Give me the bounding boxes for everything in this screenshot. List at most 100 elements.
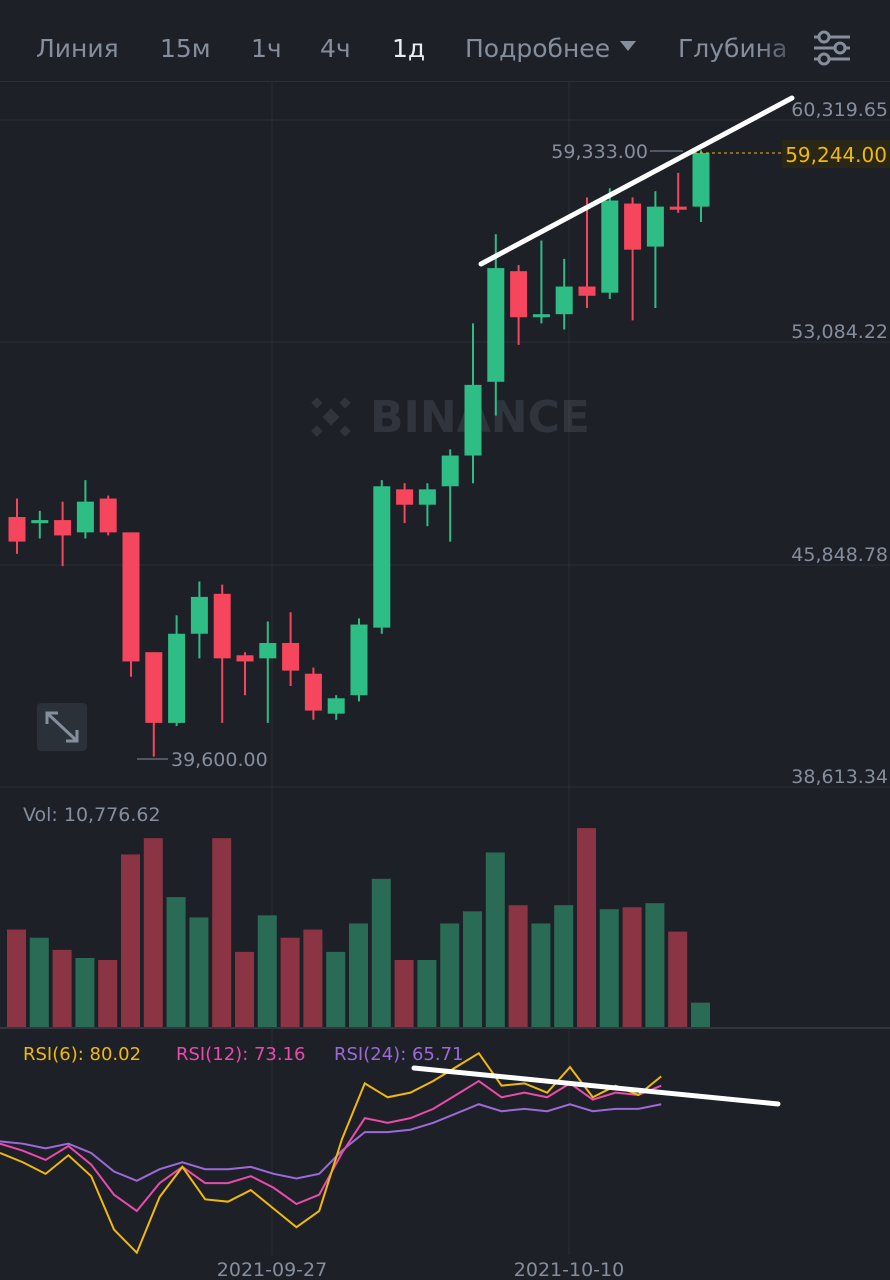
last-price-badge <box>782 140 890 168</box>
rsi12-line <box>0 1079 662 1213</box>
chevron-down-icon <box>620 41 637 51</box>
volume-bar <box>668 931 688 1027</box>
candle-body <box>99 498 117 533</box>
volume-bar <box>349 923 368 1027</box>
candle-body <box>555 286 573 315</box>
candle-body <box>646 206 664 247</box>
candle-body <box>441 455 459 487</box>
candle-body <box>145 652 163 723</box>
volume-bar <box>691 1002 710 1027</box>
candle-body <box>190 596 208 634</box>
candle-body <box>578 286 596 296</box>
candle-body <box>31 520 49 524</box>
last-price-label: 59,244.00 <box>785 143 887 167</box>
volume-bar <box>189 917 209 1027</box>
volume-bar <box>52 949 72 1027</box>
rsi24-line <box>0 1103 662 1182</box>
price-tick-label: 38,613.34 <box>791 766 888 788</box>
candle-body <box>418 489 436 505</box>
volume-bar <box>212 838 232 1027</box>
volume-bar <box>645 903 665 1027</box>
candle-body <box>532 314 550 318</box>
rsi6-line <box>0 1051 662 1255</box>
volume-bar <box>577 828 596 1027</box>
volume-bar <box>29 937 49 1027</box>
candle-body <box>327 698 345 714</box>
candle-body <box>213 593 231 659</box>
low-price-label: 39,600.00 <box>171 749 268 771</box>
toolbar-fade <box>760 0 810 80</box>
rsi12-label: RSI(12): 73.16 <box>176 1044 306 1065</box>
tab-1d[interactable]: 1д <box>392 34 426 63</box>
chart-grid <box>0 82 890 1255</box>
candle-body <box>76 501 94 533</box>
price-chart[interactable]: BINANCE 60,319.65 53,084.22 45,848.78 38… <box>0 82 890 1280</box>
volume-bar <box>75 957 95 1027</box>
candle-body <box>304 673 322 711</box>
sliders-icon[interactable] <box>810 30 854 66</box>
volume-bar <box>235 951 254 1027</box>
tab-more-label: Подробнее <box>465 34 611 63</box>
rsi24-label: RSI(24): 65.71 <box>334 1044 464 1065</box>
candle-body <box>692 153 710 207</box>
candlesticks <box>8 150 710 757</box>
tab-15m[interactable]: 15м <box>160 34 211 63</box>
candle-body <box>122 532 140 662</box>
expand-arrows-icon <box>45 711 79 743</box>
candle-body <box>487 268 505 382</box>
volume-bar <box>508 905 528 1027</box>
volume-bar <box>485 852 505 1027</box>
candle-body <box>8 517 26 542</box>
candle-body <box>669 206 687 210</box>
candle-body <box>282 642 300 671</box>
volume-label: Vol: 10,776.62 <box>23 804 161 826</box>
price-tick-label: 45,848.78 <box>791 544 888 566</box>
volume-bar <box>463 911 482 1027</box>
candle-body <box>510 271 528 318</box>
volume-bar <box>371 878 391 1027</box>
candle-body <box>236 655 254 662</box>
date-tick-label: 2021-09-27 <box>217 1259 327 1280</box>
volume-bar <box>280 937 300 1027</box>
high-price-label: 59,333.00 <box>551 141 648 163</box>
price-tick-label: 53,084.22 <box>791 321 888 343</box>
volume-bar <box>143 838 163 1027</box>
volume-bar <box>7 929 26 1027</box>
candle-body <box>464 384 482 456</box>
rsi6-label: RSI(6): 80.02 <box>23 1044 141 1065</box>
volume-bar <box>599 909 619 1027</box>
candle-body <box>396 489 414 505</box>
candle-body <box>601 200 619 293</box>
volume-bar <box>440 923 460 1027</box>
volume-bar <box>98 960 118 1027</box>
volume-bar <box>257 915 277 1027</box>
volume-bar <box>531 923 551 1027</box>
volume-bar <box>166 897 186 1027</box>
tab-more[interactable]: Подробнее <box>465 34 637 63</box>
volume-bar <box>417 960 437 1027</box>
volume-bars <box>7 828 710 1027</box>
volume-bar <box>394 960 414 1027</box>
volume-bar <box>554 905 574 1027</box>
volume-bar <box>622 907 642 1027</box>
candle-body <box>350 624 368 696</box>
tab-line[interactable]: Линия <box>36 34 119 63</box>
candle-body <box>259 642 277 659</box>
volume-bar <box>303 929 323 1027</box>
volume-bar <box>121 854 140 1027</box>
candle-body <box>168 633 186 723</box>
date-tick-label: 2021-10-10 <box>514 1259 624 1280</box>
candle-body <box>54 520 72 536</box>
price-trendline[interactable] <box>478 95 795 267</box>
candle-body <box>373 486 391 628</box>
candle-body <box>624 203 642 250</box>
tab-1h[interactable]: 1ч <box>251 34 282 63</box>
binance-watermark: BINANCE <box>311 392 590 443</box>
volume-bar <box>326 951 346 1027</box>
rsi-lines <box>0 1051 662 1255</box>
timeframe-toolbar: Линия 15м 1ч 4ч 1д Подробнее Глубина <box>0 0 890 82</box>
rsi-trendline[interactable] <box>411 1065 781 1107</box>
expand-button[interactable] <box>37 703 87 751</box>
price-tick-label: 60,319.65 <box>791 99 888 121</box>
tab-4h[interactable]: 4ч <box>320 34 351 63</box>
